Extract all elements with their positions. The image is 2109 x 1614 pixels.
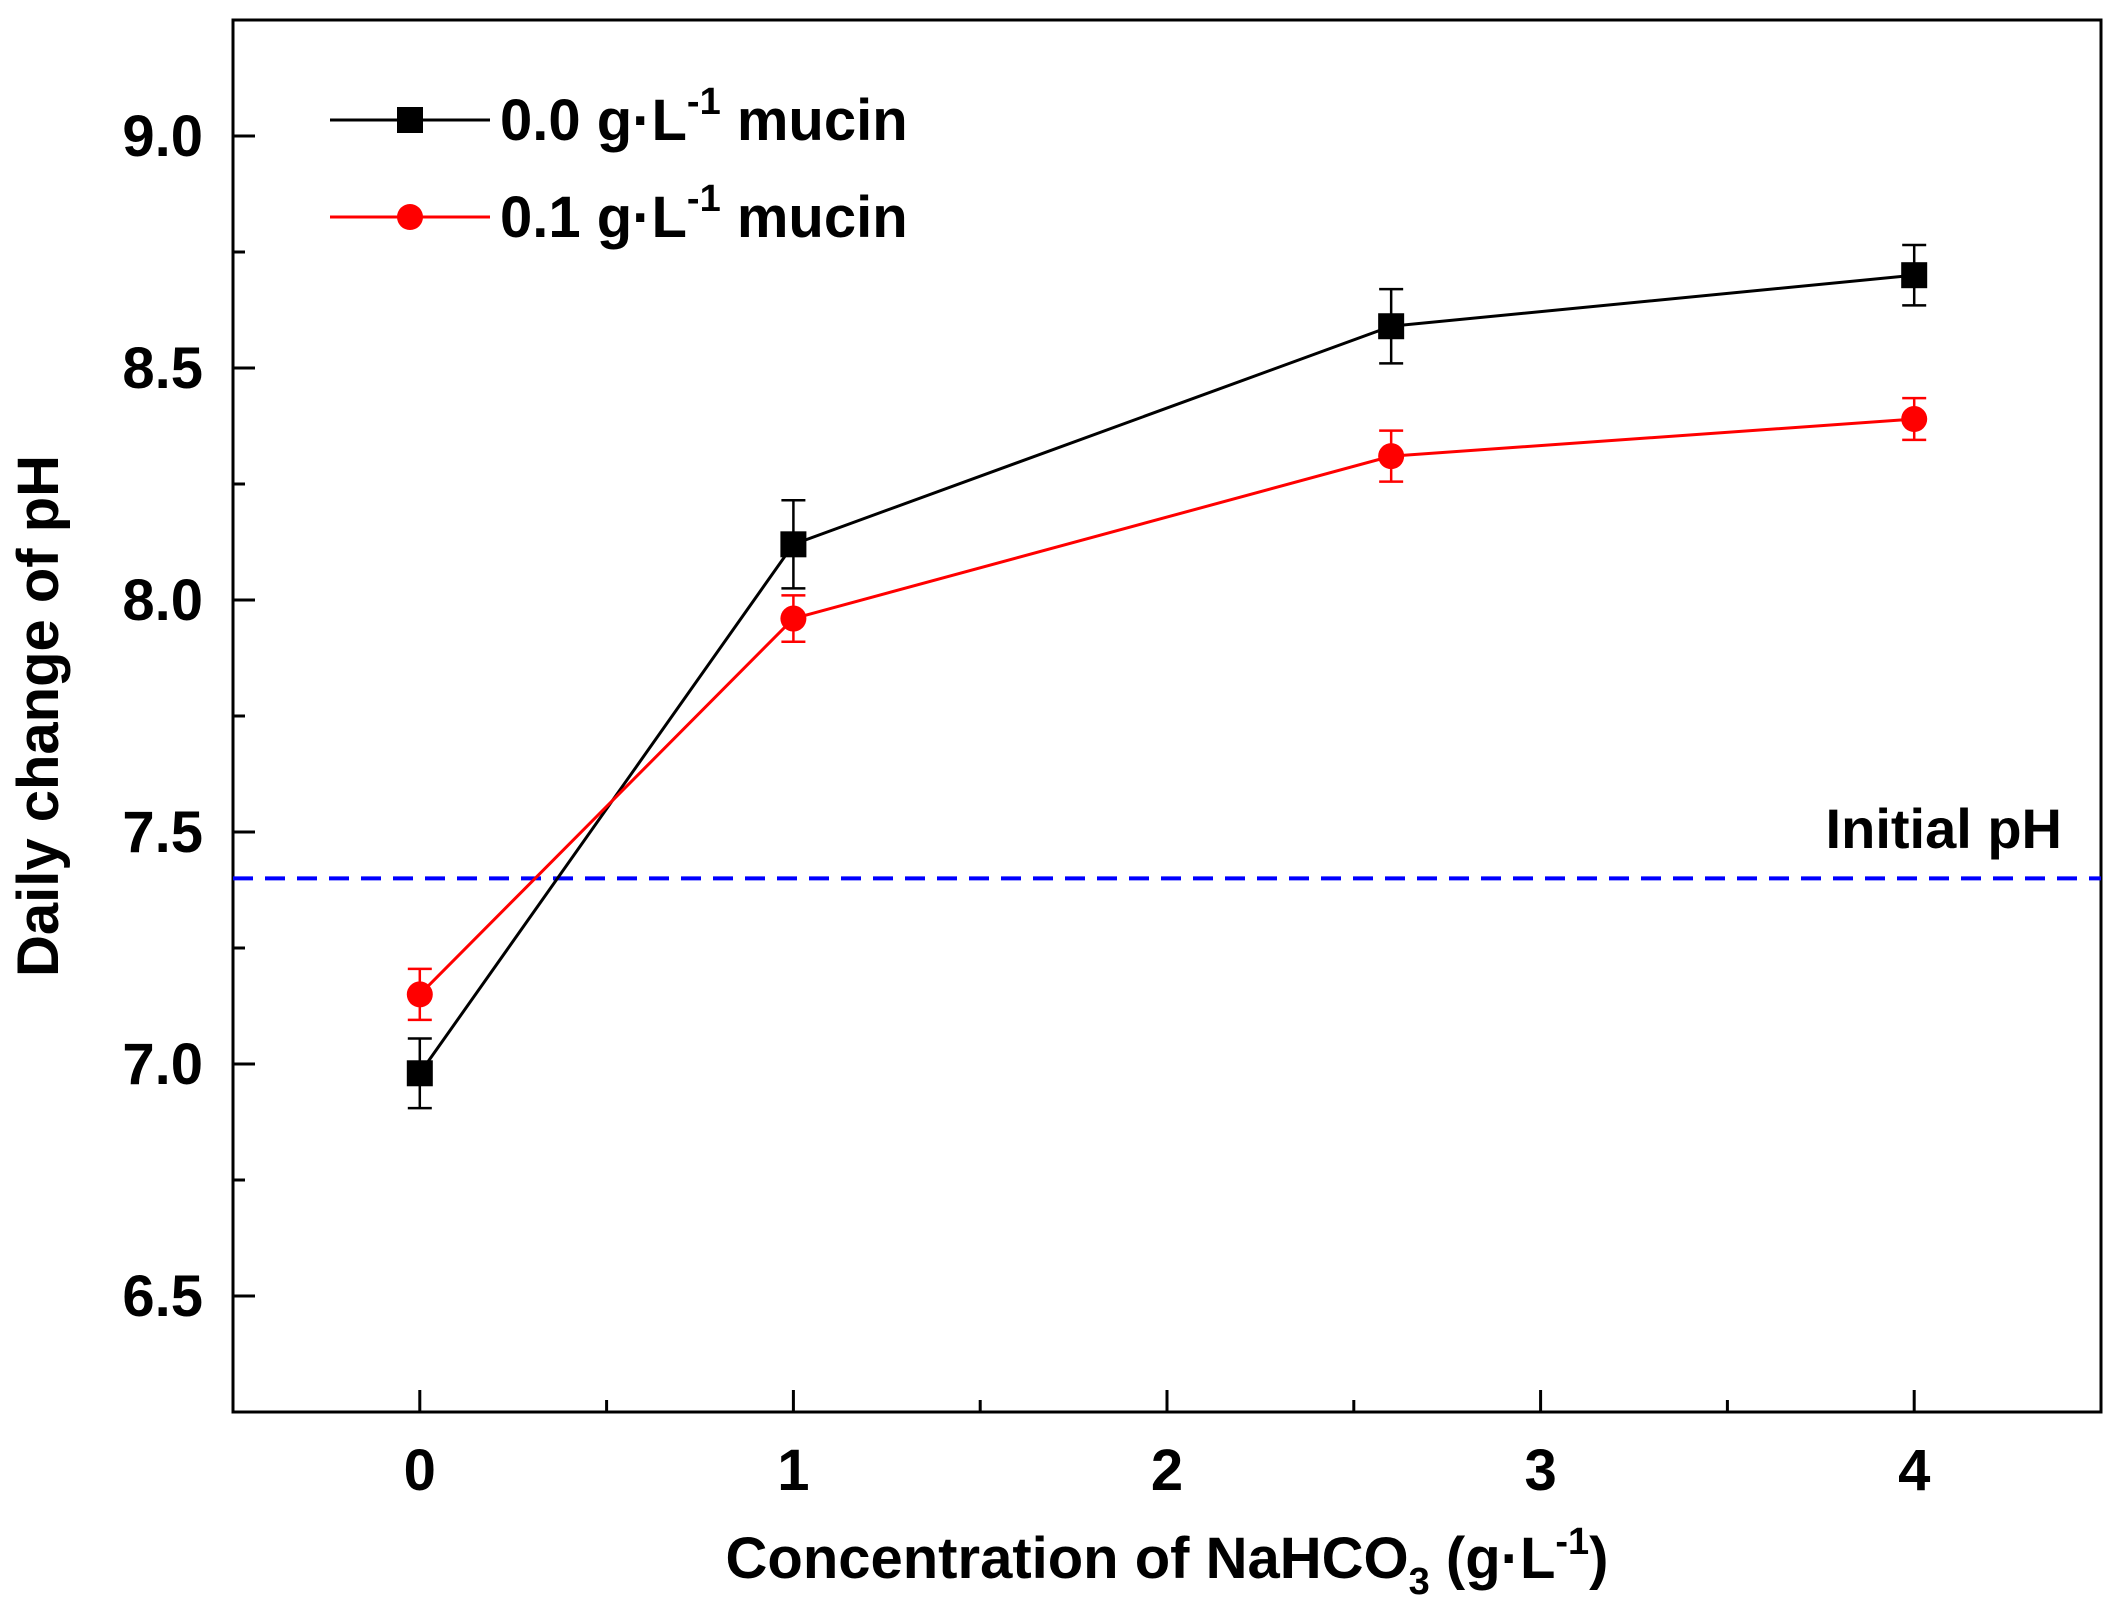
x-axis-label-superscript: -1 (1555, 1521, 1589, 1563)
legend-label-tail: mucin (721, 88, 908, 153)
data-point (1901, 406, 1928, 433)
initial-ph-label: Initial pH (1826, 797, 2062, 860)
legend-label-tail: mucin (721, 185, 908, 250)
series-line (418, 273, 1915, 1075)
data-point (1901, 262, 1928, 289)
legend-label-superscript: -1 (687, 81, 721, 123)
y-tick-label: 8.0 (122, 568, 203, 633)
x-tick-label: 1 (777, 1438, 809, 1503)
x-axis-label-close: ) (1589, 1526, 1608, 1591)
data-point (1378, 313, 1405, 340)
data-point (406, 981, 433, 1008)
y-axis-label: Daily change of pH (6, 455, 71, 977)
legend-item-1: 0.0 g·L-1 mucin (330, 81, 908, 153)
legend-item-2: 0.1 g·L-1 mucin (330, 178, 908, 250)
series-group (406, 243, 1928, 1110)
legend-label-main: 0.1 g·L (500, 185, 687, 250)
y-tick-label: 8.5 (122, 336, 203, 401)
x-axis-label: Concentration of NaHCO3 (g·L-1) (726, 1521, 1609, 1603)
y-tick-label: 7.0 (122, 1032, 203, 1097)
reference-line-group: Initial pH (233, 797, 2101, 881)
axis-ticks: 0 1 2 3 4 6.5 7.0 7.5 8.0 8.5 9.0 (122, 104, 1930, 1503)
series-1 (406, 243, 1928, 1110)
data-point (1378, 443, 1405, 470)
legend-label-main: 0.0 g·L (500, 88, 687, 153)
x-axis-label-unit: (g·L (1430, 1526, 1556, 1591)
data-point (780, 531, 807, 558)
data-point (780, 605, 807, 632)
x-tick-label: 3 (1524, 1438, 1556, 1503)
legend-label-superscript: -1 (687, 178, 721, 220)
x-axis-label-subscript: 3 (1409, 1561, 1430, 1603)
legend-marker (397, 107, 423, 133)
y-tick-label: 6.5 (122, 1264, 203, 1329)
x-tick-label: 4 (1898, 1438, 1930, 1503)
legend-label: 0.0 g·L-1 mucin (500, 81, 908, 153)
series-line (418, 417, 1915, 996)
legend-marker (397, 204, 423, 230)
legend-label: 0.1 g·L-1 mucin (500, 178, 908, 250)
x-tick-label: 2 (1151, 1438, 1183, 1503)
y-tick-label: 9.0 (122, 104, 203, 169)
y-tick-label: 7.5 (122, 800, 203, 865)
series-2 (406, 396, 1928, 1022)
x-tick-label: 0 (404, 1438, 436, 1503)
x-axis-label-main: Concentration of NaHCO (726, 1526, 1409, 1591)
data-point (406, 1060, 433, 1087)
